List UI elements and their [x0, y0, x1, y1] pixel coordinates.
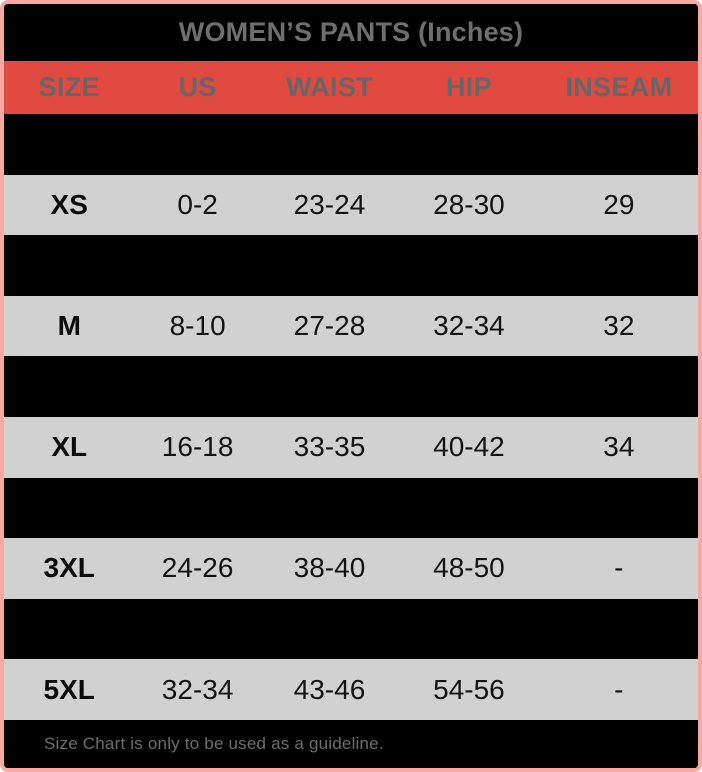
column-header-size: SIZE — [38, 72, 100, 102]
table-row: XL 16-18 33-35 40-42 34 — [4, 416, 698, 478]
column-header-us: US — [178, 72, 217, 102]
value-cell: 38-40 — [293, 552, 366, 584]
value-cell: 29 — [603, 188, 635, 220]
table-row: M 8-10 27-28 32-34 32 — [4, 295, 698, 357]
size-cell: XL — [51, 431, 88, 463]
value-cell: - — [614, 552, 624, 584]
size-cell: 5XL — [43, 673, 95, 705]
column-header-row: SIZE US WAIST HIP INSEAM — [4, 61, 698, 114]
value-cell: 32 — [603, 310, 635, 342]
table-row-hidden — [4, 114, 698, 175]
table-row: XS 0-2 23-24 28-30 29 — [4, 174, 698, 236]
table-row-hidden — [4, 477, 698, 539]
value-cell: 8-10 — [169, 310, 226, 342]
column-header-hip: HIP — [445, 72, 492, 102]
value-cell: 0-2 — [177, 188, 218, 220]
size-cell: 3XL — [43, 552, 95, 584]
table-row-hidden — [4, 235, 698, 296]
footer-note: Size Chart is only to be used as a guide… — [44, 734, 384, 753]
table-row: 3XL 24-26 38-40 48-50 - — [4, 538, 698, 599]
value-cell: 28-30 — [433, 188, 505, 220]
value-cell: 48-50 — [433, 552, 505, 584]
value-cell: - — [614, 673, 624, 705]
value-cell: 23-24 — [293, 188, 366, 220]
table-row-hidden — [4, 598, 698, 660]
value-cell: 32-34 — [161, 673, 234, 705]
value-cell: 33-35 — [293, 431, 366, 463]
chart-title: WOMEN’S PANTS (Inches) — [178, 17, 524, 47]
table-row-hidden — [4, 356, 698, 417]
column-header-inseam: INSEAM — [565, 72, 673, 102]
value-cell: 54-56 — [433, 673, 505, 705]
column-header-waist: WAIST — [285, 72, 373, 102]
value-cell: 32-34 — [433, 310, 505, 342]
title-bar: WOMEN’S PANTS (Inches) — [4, 4, 698, 61]
size-cell: XS — [50, 188, 88, 220]
value-cell: 40-42 — [433, 431, 505, 463]
value-cell: 27-28 — [293, 310, 366, 342]
value-cell: 43-46 — [293, 673, 366, 705]
table-body: XS 0-2 23-24 28-30 29 M 8-10 27-28 32-34 32 XL 16-1… — [4, 114, 698, 720]
value-cell: 24-26 — [161, 552, 234, 584]
table-row: 5XL 32-34 43-46 54-56 - — [4, 659, 698, 720]
footer-bar: Size Chart is only to be used as a guide… — [4, 720, 698, 768]
size-cell: M — [57, 310, 81, 342]
value-cell: 16-18 — [161, 431, 234, 463]
value-cell: 34 — [603, 431, 635, 463]
